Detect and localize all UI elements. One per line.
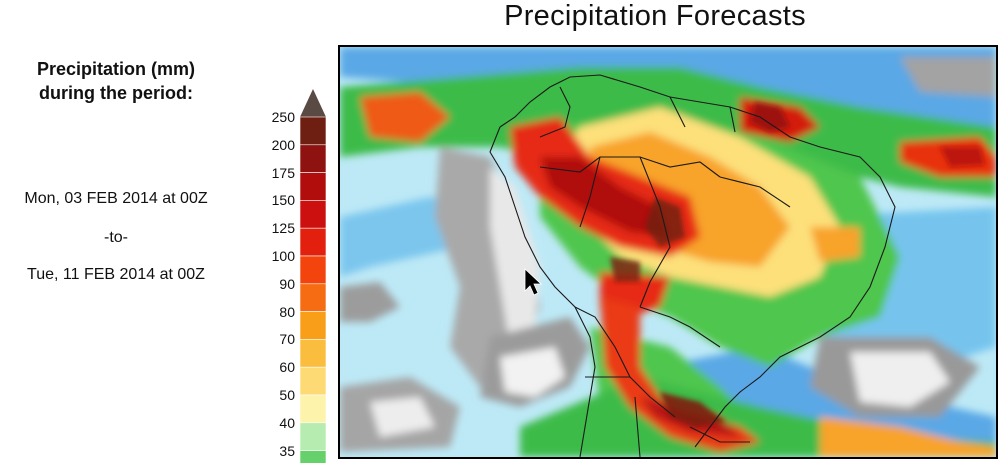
scale-label: 175 bbox=[271, 164, 295, 181]
scale-label: 40 bbox=[279, 414, 295, 431]
scale-label: 150 bbox=[271, 192, 295, 209]
scale-label: 100 bbox=[271, 248, 295, 264]
precipitation-field bbox=[340, 47, 996, 457]
map-borders bbox=[489, 74, 896, 457]
scale-label: 80 bbox=[279, 303, 295, 320]
legend-heading-line1: Precipitation (mm) bbox=[36, 59, 196, 79]
scale-overflow-arrow-icon bbox=[300, 89, 326, 117]
scale-label: 250 bbox=[271, 109, 295, 125]
scale-swatch bbox=[300, 339, 326, 368]
color-scale-bar bbox=[300, 89, 326, 463]
scale-swatch bbox=[300, 255, 326, 285]
scale-label: 35 bbox=[279, 442, 295, 459]
legend-heading-line2: during the period: bbox=[39, 83, 193, 103]
scale-swatch bbox=[300, 144, 326, 173]
mouse-cursor-icon bbox=[524, 268, 543, 296]
scale-swatch bbox=[300, 116, 326, 146]
scale-swatch bbox=[300, 422, 326, 451]
precipitation-map[interactable] bbox=[338, 45, 998, 459]
scale-swatch bbox=[300, 283, 326, 312]
scale-swatch bbox=[300, 394, 326, 424]
scale-label: 60 bbox=[279, 359, 295, 376]
heavy-rain-cores bbox=[610, 102, 985, 427]
scale-label: 200 bbox=[271, 136, 295, 153]
scale-label: 90 bbox=[279, 275, 295, 292]
period-separator: -to- bbox=[104, 229, 128, 246]
scale-label: 50 bbox=[279, 387, 295, 403]
map-canvas bbox=[340, 47, 996, 457]
scale-label: 70 bbox=[279, 331, 295, 348]
legend-panel: Precipitation (mm) during the period: Mo… bbox=[0, 0, 240, 463]
scale-swatch bbox=[300, 200, 326, 229]
scale-swatch bbox=[300, 450, 326, 463]
legend-heading: Precipitation (mm) during the period: bbox=[0, 57, 232, 105]
period-start: Mon, 03 FEB 2014 at 00Z bbox=[24, 190, 208, 207]
page-title: Precipitation Forecasts bbox=[504, 0, 806, 32]
scale-swatch bbox=[300, 366, 326, 396]
period-end: Tue, 11 FEB 2014 at 00Z bbox=[27, 266, 205, 283]
scale-swatch bbox=[300, 227, 326, 257]
scale-label: 125 bbox=[271, 220, 295, 237]
scale-swatch bbox=[300, 172, 326, 201]
scale-swatch bbox=[300, 311, 326, 340]
